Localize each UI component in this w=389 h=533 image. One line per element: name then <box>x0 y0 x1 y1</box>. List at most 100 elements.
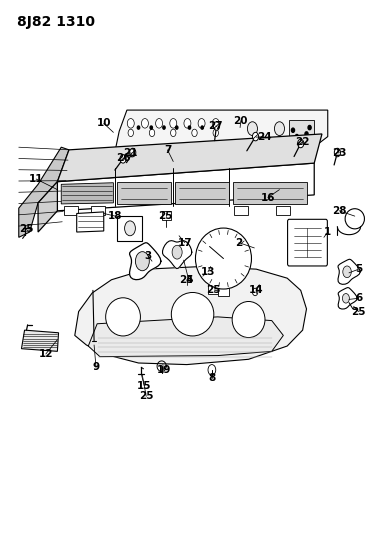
Bar <box>289 120 314 140</box>
Text: 22: 22 <box>295 137 310 147</box>
Circle shape <box>192 129 197 136</box>
Text: 7: 7 <box>164 145 171 155</box>
Bar <box>64 206 78 215</box>
Circle shape <box>296 122 310 141</box>
Ellipse shape <box>232 302 265 337</box>
Bar <box>162 212 171 220</box>
Text: 24: 24 <box>257 132 272 142</box>
Bar <box>218 287 229 296</box>
Circle shape <box>184 118 191 128</box>
Text: 8J82 1310: 8J82 1310 <box>17 14 95 29</box>
Polygon shape <box>75 266 307 365</box>
Ellipse shape <box>345 209 364 229</box>
Circle shape <box>156 118 163 128</box>
Polygon shape <box>115 110 328 150</box>
Circle shape <box>142 118 149 128</box>
Circle shape <box>135 252 149 271</box>
Text: 1: 1 <box>324 227 331 237</box>
Text: 18: 18 <box>108 211 123 221</box>
Circle shape <box>188 126 191 129</box>
Polygon shape <box>163 240 192 269</box>
Bar <box>91 206 105 215</box>
Circle shape <box>130 148 136 157</box>
Polygon shape <box>58 163 314 211</box>
Text: 25: 25 <box>180 274 194 285</box>
Text: 19: 19 <box>156 365 171 375</box>
Circle shape <box>201 126 203 129</box>
Polygon shape <box>19 147 69 237</box>
Circle shape <box>291 128 294 132</box>
Circle shape <box>127 118 134 128</box>
Circle shape <box>175 126 178 129</box>
Text: 10: 10 <box>96 118 111 128</box>
Circle shape <box>308 125 311 130</box>
Polygon shape <box>77 212 104 232</box>
Circle shape <box>334 148 340 157</box>
Polygon shape <box>88 317 283 357</box>
Text: 21: 21 <box>124 148 138 158</box>
Text: 26: 26 <box>116 153 130 163</box>
Text: 5: 5 <box>355 264 362 274</box>
FancyBboxPatch shape <box>287 219 328 266</box>
Polygon shape <box>130 243 161 280</box>
Text: 9: 9 <box>93 362 100 372</box>
Circle shape <box>252 288 258 296</box>
Bar <box>175 182 229 204</box>
Circle shape <box>247 122 258 135</box>
Text: 25: 25 <box>207 285 221 295</box>
Text: 3: 3 <box>145 251 152 261</box>
Circle shape <box>124 221 135 236</box>
Text: 11: 11 <box>29 174 44 184</box>
Text: 20: 20 <box>234 116 248 126</box>
Polygon shape <box>338 259 360 284</box>
Circle shape <box>208 365 216 375</box>
Text: 14: 14 <box>249 285 264 295</box>
Circle shape <box>170 129 176 136</box>
Text: 25: 25 <box>19 224 34 235</box>
Text: 17: 17 <box>177 238 192 248</box>
Text: 13: 13 <box>201 267 215 277</box>
Text: 25: 25 <box>158 211 173 221</box>
Circle shape <box>295 134 298 139</box>
Bar <box>208 284 219 294</box>
Circle shape <box>212 118 219 128</box>
Polygon shape <box>338 287 357 309</box>
Bar <box>233 182 307 204</box>
Circle shape <box>120 155 126 163</box>
Circle shape <box>172 245 182 259</box>
Text: 6: 6 <box>355 293 362 303</box>
Circle shape <box>343 266 351 278</box>
Text: 25: 25 <box>351 306 366 317</box>
Circle shape <box>128 129 133 136</box>
Polygon shape <box>58 134 322 182</box>
Text: 25: 25 <box>139 391 154 401</box>
Circle shape <box>170 118 177 128</box>
Ellipse shape <box>171 293 214 336</box>
Circle shape <box>213 129 219 136</box>
Ellipse shape <box>195 228 251 289</box>
Text: 27: 27 <box>209 121 223 131</box>
Text: 2: 2 <box>235 238 242 248</box>
Circle shape <box>305 132 308 136</box>
Circle shape <box>150 126 152 129</box>
Circle shape <box>252 132 259 141</box>
Circle shape <box>342 294 349 303</box>
Circle shape <box>214 122 220 130</box>
Text: 23: 23 <box>332 148 347 158</box>
Circle shape <box>275 122 284 135</box>
Text: 16: 16 <box>261 192 275 203</box>
Polygon shape <box>21 330 59 351</box>
Circle shape <box>163 126 165 129</box>
Text: 15: 15 <box>137 381 152 391</box>
Circle shape <box>198 118 205 128</box>
Bar <box>117 182 171 204</box>
Polygon shape <box>38 182 58 232</box>
Text: 12: 12 <box>39 349 53 359</box>
Polygon shape <box>61 183 113 204</box>
Text: 4: 4 <box>185 274 193 285</box>
Circle shape <box>149 129 155 136</box>
Circle shape <box>137 126 140 129</box>
Circle shape <box>298 139 304 148</box>
Bar <box>234 206 248 215</box>
Bar <box>117 216 142 241</box>
